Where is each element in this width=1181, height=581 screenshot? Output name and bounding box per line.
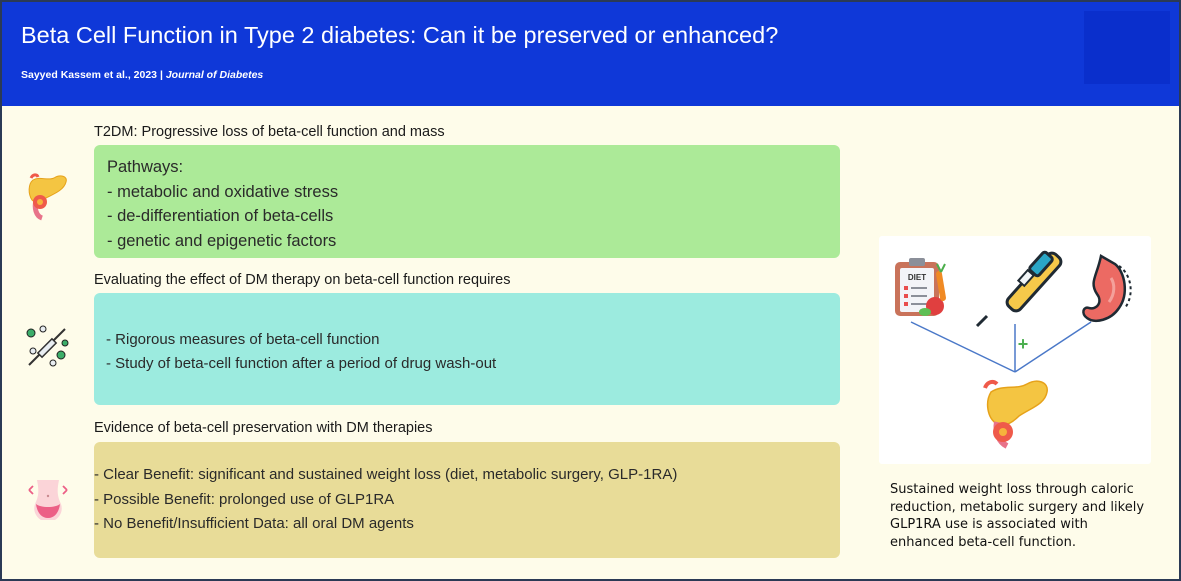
evaluation-box: - Rigorous measures of beta-cell functio… [94,293,840,405]
page-title: Beta Cell Function in Type 2 diabetes: C… [21,22,779,48]
section-heading-t2dm: T2DM: Progressive loss of beta-cell func… [94,124,445,140]
evaluation-line: - Study of beta-cell function after a pe… [106,355,497,372]
panel-caption: Sustained weight loss through caloric re… [890,482,1145,550]
section-heading-evaluation: Evaluating the effect of DM therapy on b… [94,272,511,288]
syringe-pills-icon [23,323,71,376]
journal-name: Journal of Diabetes [165,69,264,81]
evidence-box: - Clear Benefit: significant and sustain… [94,442,840,558]
waist-weight-loss-icon [27,476,69,527]
stomach-surgery-icon [1082,254,1132,322]
authors: Sayyed Kassem et al., 2023 [21,69,158,81]
pathways-line: - de-differentiation of beta-cells [107,207,334,225]
diet-clipboard-icon: DIET [895,258,946,316]
therapy-illustration: DIET [879,236,1151,464]
pancreas-icon [24,170,70,227]
pancreas-icon [983,379,1048,449]
pathways-line: Pathways: [107,158,184,176]
evaluation-line: - Rigorous measures of beta-cell functio… [106,331,380,348]
logo-placeholder [1084,11,1170,84]
pathways-box: Pathways: - metabolic and oxidative stre… [94,145,840,258]
plus-sign: + [1018,334,1029,354]
evidence-line: - Clear Benefit: significant and sustain… [94,466,678,483]
evidence-line: - No Benefit/Insufficient Data: all oral… [94,515,414,532]
header-banner: Beta Cell Function in Type 2 diabetes: C… [2,2,1179,106]
evidence-line: - Possible Benefit: prolonged use of GLP… [94,490,395,508]
pathways-line: - genetic and epigenetic factors [107,231,337,250]
diet-label: DIET [908,273,926,282]
citation: Sayyed Kassem et al., 2023 | Journal of … [21,69,263,81]
insulin-pen-icon [975,250,1063,328]
pathways-line: - metabolic and oxidative stress [107,182,339,201]
section-heading-evidence: Evidence of beta-cell preservation with … [94,420,433,436]
citation-separator: | [159,69,163,81]
